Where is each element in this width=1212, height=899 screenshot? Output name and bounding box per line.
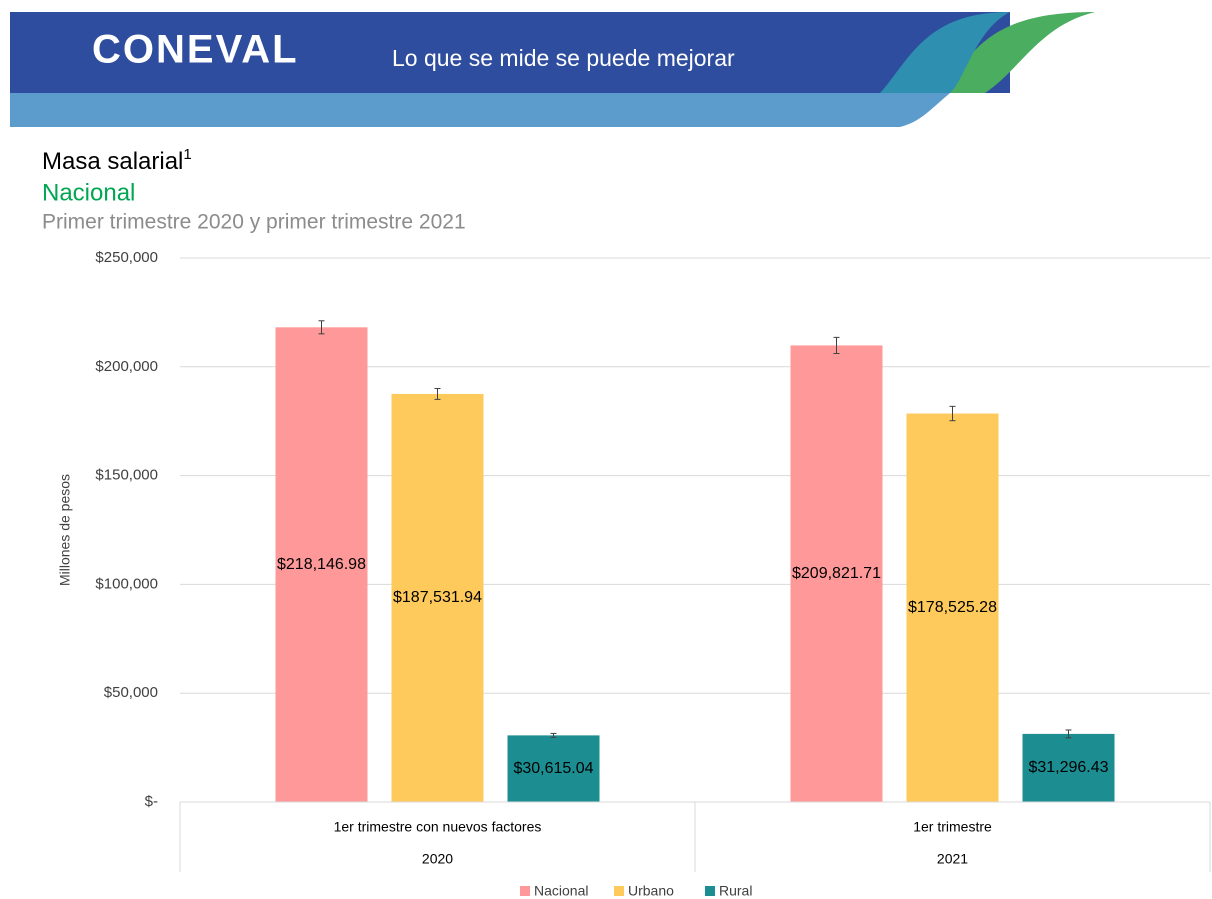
- chart-title: Masa salarial1: [42, 146, 192, 175]
- title-note: 1: [183, 146, 191, 163]
- banner-light: [10, 93, 950, 127]
- banner-dark: [10, 12, 1010, 93]
- x-group-label: 2021: [937, 851, 968, 867]
- value-label: $187,531.94: [393, 589, 482, 606]
- legend-swatch: [520, 886, 530, 896]
- legend-swatch: [614, 886, 624, 896]
- value-label: $178,525.28: [908, 599, 997, 616]
- banner: CONEVAL Lo que se mide se puede mejorar: [10, 12, 1095, 127]
- y-axis-label: Millones de pesos: [57, 474, 73, 586]
- bar: [507, 735, 600, 802]
- legend-label: Nacional: [534, 883, 588, 899]
- value-label: $31,296.43: [1028, 759, 1108, 776]
- x-tick-label: 1er trimestre: [913, 819, 992, 835]
- bar: [906, 413, 999, 802]
- error-bar: [550, 732, 557, 738]
- chart-subtitle2: Primer trimestre 2020 y primer trimestre…: [42, 211, 466, 234]
- bar: [790, 345, 883, 802]
- bar: [275, 327, 368, 802]
- y-tick-label: $100,000: [95, 575, 158, 592]
- value-label: $30,615.04: [513, 760, 593, 777]
- y-tick-label: $50,000: [104, 684, 158, 701]
- y-tick-label: $250,000: [95, 249, 158, 266]
- error-bar: [434, 387, 441, 400]
- chart-subtitle: Nacional: [42, 179, 135, 206]
- legend-swatch: [705, 886, 715, 896]
- y-tick-label: $200,000: [95, 358, 158, 375]
- error-bar: [1065, 729, 1072, 739]
- swoosh-green: [940, 12, 1095, 93]
- value-label: $209,821.71: [792, 565, 881, 582]
- error-bar: [833, 336, 840, 354]
- error-bar: [949, 405, 956, 422]
- slogan: Lo que se mide se puede mejorar: [392, 45, 735, 71]
- value-label: $218,146.98: [277, 556, 366, 573]
- swoosh-teal: [880, 12, 1010, 93]
- x-group-label: 2020: [422, 851, 453, 867]
- legend-label: Rural: [719, 883, 752, 899]
- x-tick-label: 1er trimestre con nuevos factores: [334, 819, 542, 835]
- bar: [391, 393, 484, 802]
- bar: [1022, 733, 1115, 802]
- y-tick-label: $150,000: [95, 467, 158, 484]
- legend-label: Urbano: [628, 883, 674, 899]
- logo: CONEVAL: [92, 28, 299, 72]
- y-tick-label: $-: [145, 793, 158, 810]
- title-text: Masa salarial: [42, 148, 183, 175]
- error-bar: [318, 320, 325, 335]
